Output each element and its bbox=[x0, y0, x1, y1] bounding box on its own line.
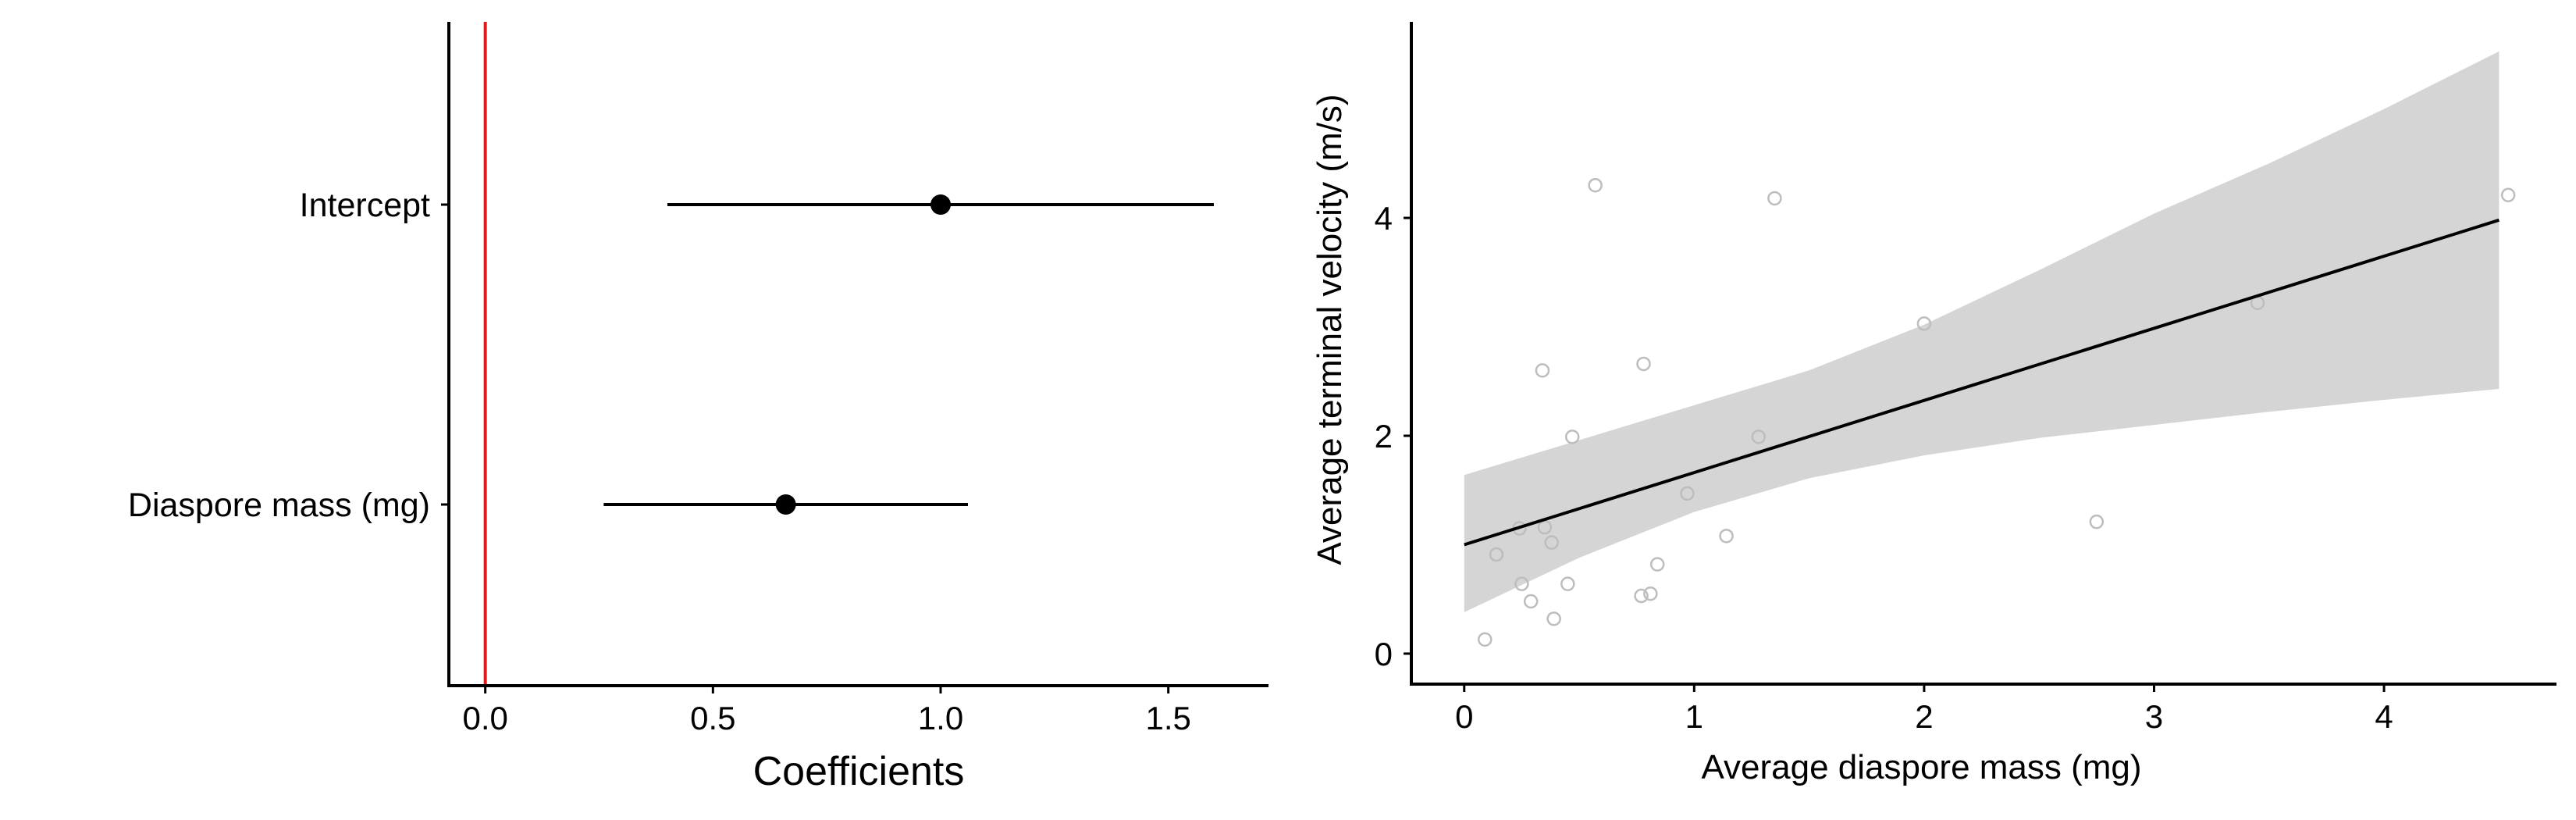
x-axis-title: Average diaspore mass (mg) bbox=[1701, 748, 2141, 786]
data-point-14 bbox=[1643, 586, 1658, 601]
coefficient-estimate-1 bbox=[775, 494, 796, 515]
x-tick-label-1: 1 bbox=[1685, 698, 1703, 735]
confidence-band bbox=[1464, 51, 2500, 612]
data-point-7 bbox=[1544, 535, 1559, 550]
x-tick-label-3: 1.5 bbox=[1145, 700, 1190, 736]
data-point-23 bbox=[2500, 187, 2516, 203]
data-point-0 bbox=[1478, 632, 1493, 647]
data-point-20 bbox=[1916, 316, 1932, 331]
data-point-1 bbox=[1489, 547, 1504, 562]
data-point-11 bbox=[1588, 177, 1603, 193]
x-tick-label-2: 1.0 bbox=[918, 700, 963, 736]
scatter-plot-panel: 0 1 2 3 4 0 2 4 Average diaspore mass (mg) Averag… bbox=[1311, 22, 2556, 786]
x-tick-label-3: 3 bbox=[2145, 698, 2163, 735]
data-point-4 bbox=[1523, 594, 1539, 609]
data-point-12 bbox=[1634, 588, 1649, 604]
term-label-1: Diaspore mass (mg) bbox=[128, 487, 430, 524]
data-point-13 bbox=[1636, 356, 1651, 372]
coefficient-plot-panel: Intercept Diaspore mass (mg) 0.0 0.5 1.0 1.5 C… bbox=[128, 22, 1268, 794]
y-tick-label-1: 2 bbox=[1375, 418, 1393, 455]
data-point-16 bbox=[1680, 486, 1695, 501]
data-point-9 bbox=[1560, 576, 1575, 591]
x-tick-label-4: 4 bbox=[2375, 698, 2393, 735]
data-point-18 bbox=[1751, 430, 1767, 444]
y-tick-label-0: 0 bbox=[1375, 636, 1393, 672]
regression-line bbox=[1464, 218, 2500, 547]
data-point-10 bbox=[1564, 430, 1580, 444]
y-axis-title: Average terminal velocity (m/s) bbox=[1311, 94, 1349, 565]
data-point-17 bbox=[1719, 529, 1734, 544]
x-tick-label-2: 2 bbox=[1915, 698, 1933, 735]
coefficient-estimate-0 bbox=[930, 194, 951, 215]
x-tick-label-1: 0.5 bbox=[690, 700, 735, 736]
data-point-3 bbox=[1514, 576, 1529, 591]
data-point-5 bbox=[1535, 363, 1550, 378]
data-point-15 bbox=[1649, 557, 1665, 572]
data-point-21 bbox=[2089, 514, 2105, 529]
data-point-19 bbox=[1767, 191, 1782, 206]
x-tick-label-0: 0.0 bbox=[462, 700, 507, 736]
y-tick-label-2: 4 bbox=[1375, 200, 1393, 237]
data-point-8 bbox=[1546, 611, 1561, 626]
term-label-0: Intercept bbox=[300, 187, 430, 224]
x-axis-title: Coefficients bbox=[753, 749, 965, 794]
x-tick-label-0: 0 bbox=[1455, 698, 1473, 735]
